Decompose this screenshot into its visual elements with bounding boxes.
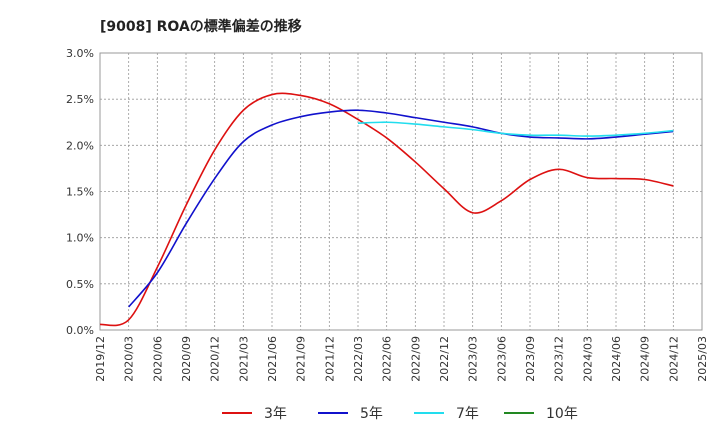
series-layer [99,92,674,327]
x-tick-label: 2022/09 [409,336,422,382]
x-tick-label: 2021/09 [295,336,308,382]
legend-label: 3年 [264,406,287,422]
y-tick-label: 2.0% [66,139,94,152]
x-tick-label: 2025/03 [696,336,709,382]
x-tick-label: 2023/03 [467,336,480,382]
x-tick-label: 2020/12 [209,336,222,382]
legend-label: 10年 [546,406,578,422]
x-axis: 2019/12 2020/03 2020/06 2020/09 2020/12 2021/… [94,336,709,382]
series-line-0 [99,92,674,327]
x-tick-label: 2024/09 [639,336,652,382]
x-tick-label: 2020/09 [180,336,193,382]
plot-area [99,52,703,331]
y-tick-label: 0.5% [66,278,94,291]
x-tick-label: 2024/03 [581,336,594,382]
legend-label: 7年 [456,406,479,422]
x-tick-label: 2024/12 [667,336,680,382]
y-tick-label: 1.0% [66,232,94,245]
x-tick-label: 2019/12 [94,336,107,382]
x-tick-label: 2021/03 [237,336,250,382]
x-tick-label: 2023/09 [524,336,537,382]
y-tick-label: 1.5% [66,186,94,199]
x-tick-label: 2021/06 [266,336,279,382]
x-tick-label: 2022/03 [352,336,365,382]
legend-label: 5年 [360,406,383,422]
x-tick-label: 2023/12 [553,336,566,382]
series-line-1 [128,109,674,308]
y-tick-label: 0.0% [66,324,94,337]
legend: 3年 5年 7年 10年 [222,406,578,422]
x-tick-label: 2020/06 [151,336,164,382]
y-tick-label: 3.0% [66,47,94,60]
x-tick-label: 2020/03 [123,336,136,382]
y-tick-label: 2.5% [66,93,94,106]
x-tick-label: 2023/06 [495,336,508,382]
series-line-2 [357,121,674,137]
x-tick-label: 2022/12 [438,336,451,382]
chart-title: [9008] ROAの標準偏差の推移 [100,18,302,35]
x-tick-label: 2021/12 [323,336,336,382]
y-axis: 0.0% 0.5% 1.0% 1.5% 2.0% 2.5% 3.0% [66,47,94,337]
x-tick-label: 2024/06 [610,336,623,382]
x-tick-label: 2022/06 [381,336,394,382]
